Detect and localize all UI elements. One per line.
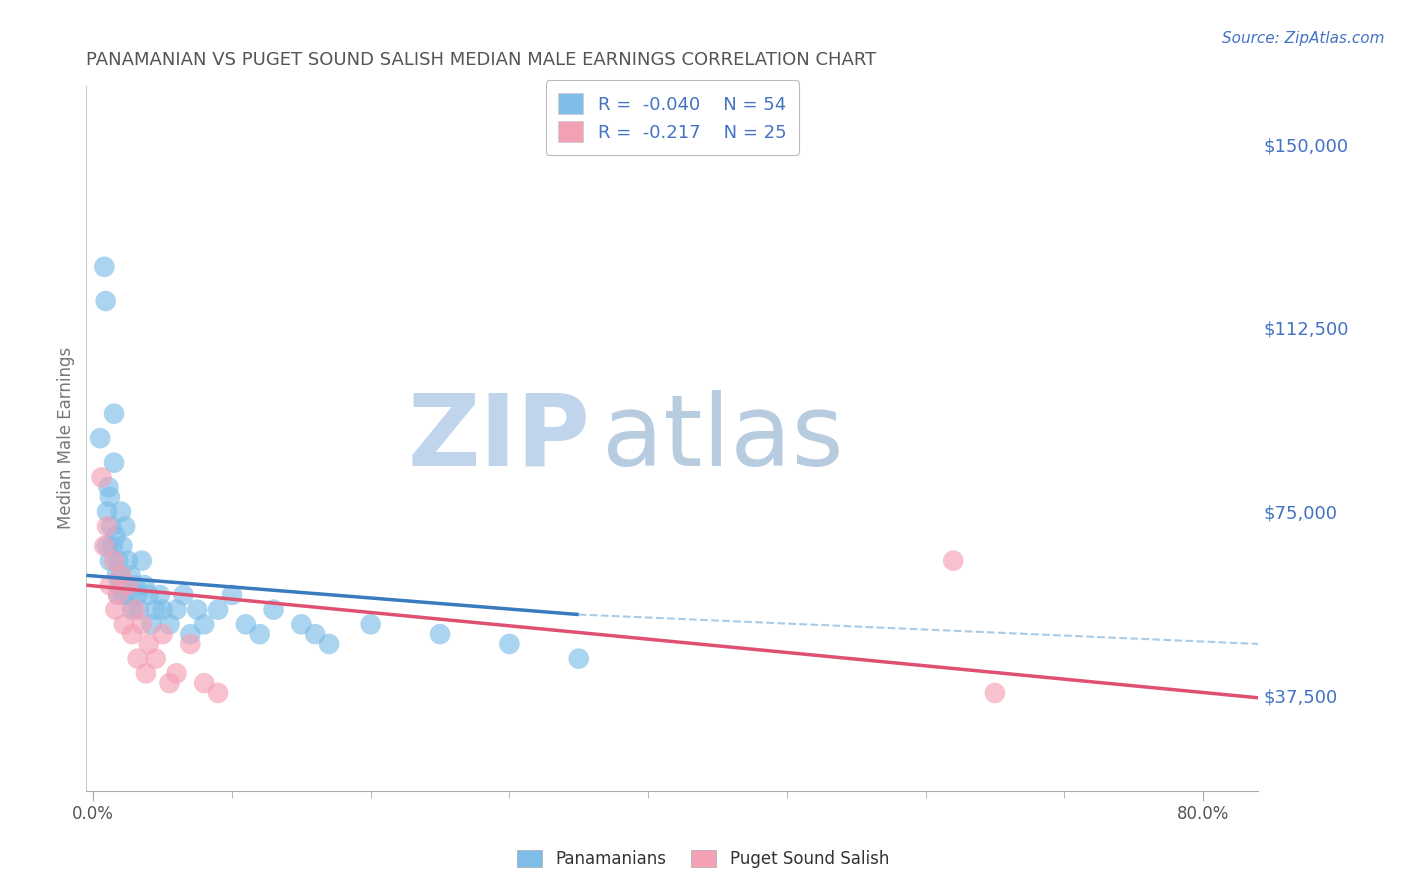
Point xyxy=(104,602,127,616)
Point xyxy=(304,627,326,641)
Point xyxy=(498,637,520,651)
Point xyxy=(179,627,201,641)
Point xyxy=(105,568,128,582)
Point xyxy=(193,676,215,690)
Point xyxy=(103,554,125,568)
Point xyxy=(104,529,127,543)
Point xyxy=(942,554,965,568)
Point xyxy=(96,519,118,533)
Point xyxy=(138,588,160,602)
Point xyxy=(110,568,132,582)
Point xyxy=(101,539,124,553)
Point xyxy=(134,578,156,592)
Point xyxy=(98,578,121,592)
Point xyxy=(128,602,150,616)
Point xyxy=(98,490,121,504)
Point xyxy=(984,686,1007,700)
Point xyxy=(89,431,111,445)
Point xyxy=(360,617,382,632)
Point xyxy=(103,456,125,470)
Point xyxy=(96,539,118,553)
Point xyxy=(107,554,129,568)
Point xyxy=(186,602,208,616)
Text: atlas: atlas xyxy=(602,390,844,487)
Y-axis label: Median Male Earnings: Median Male Earnings xyxy=(58,347,75,529)
Point xyxy=(108,578,131,592)
Point xyxy=(131,554,153,568)
Point xyxy=(166,602,188,616)
Point xyxy=(172,588,194,602)
Point xyxy=(135,666,157,681)
Point xyxy=(124,578,146,592)
Point xyxy=(221,588,243,602)
Point xyxy=(159,676,181,690)
Point xyxy=(249,627,271,641)
Point xyxy=(159,617,181,632)
Point xyxy=(141,617,163,632)
Point xyxy=(93,260,115,274)
Point xyxy=(117,578,139,592)
Point xyxy=(93,539,115,553)
Point xyxy=(90,470,112,484)
Point xyxy=(152,602,174,616)
Point xyxy=(121,627,143,641)
Point xyxy=(107,588,129,602)
Point xyxy=(263,602,285,616)
Legend: Panamanians, Puget Sound Salish: Panamanians, Puget Sound Salish xyxy=(510,843,896,875)
Point xyxy=(131,617,153,632)
Point xyxy=(120,568,142,582)
Point xyxy=(107,588,129,602)
Point xyxy=(290,617,312,632)
Point xyxy=(127,588,149,602)
Point xyxy=(193,617,215,632)
Point xyxy=(98,554,121,568)
Point xyxy=(97,480,120,494)
Point xyxy=(235,617,257,632)
Point xyxy=(568,651,591,665)
Point xyxy=(112,617,135,632)
Point xyxy=(145,602,167,616)
Point xyxy=(110,568,132,582)
Point xyxy=(179,637,201,651)
Point xyxy=(96,505,118,519)
Point xyxy=(207,686,229,700)
Point xyxy=(166,666,188,681)
Point xyxy=(429,627,451,641)
Point xyxy=(318,637,340,651)
Point xyxy=(103,407,125,421)
Point xyxy=(94,293,117,308)
Point xyxy=(152,627,174,641)
Point xyxy=(111,539,134,553)
Text: ZIP: ZIP xyxy=(408,390,591,487)
Point xyxy=(149,588,172,602)
Point xyxy=(118,588,141,602)
Text: PANAMANIAN VS PUGET SOUND SALISH MEDIAN MALE EARNINGS CORRELATION CHART: PANAMANIAN VS PUGET SOUND SALISH MEDIAN … xyxy=(86,51,876,69)
Point xyxy=(124,602,146,616)
Point xyxy=(117,554,139,568)
Point xyxy=(138,637,160,651)
Point xyxy=(114,519,136,533)
Legend: R =  -0.040    N = 54, R =  -0.217    N = 25: R = -0.040 N = 54, R = -0.217 N = 25 xyxy=(546,80,799,154)
Text: Source: ZipAtlas.com: Source: ZipAtlas.com xyxy=(1222,31,1385,46)
Point xyxy=(145,651,167,665)
Point xyxy=(100,519,122,533)
Point xyxy=(110,505,132,519)
Point xyxy=(127,651,149,665)
Point xyxy=(112,588,135,602)
Point xyxy=(121,602,143,616)
Point xyxy=(207,602,229,616)
